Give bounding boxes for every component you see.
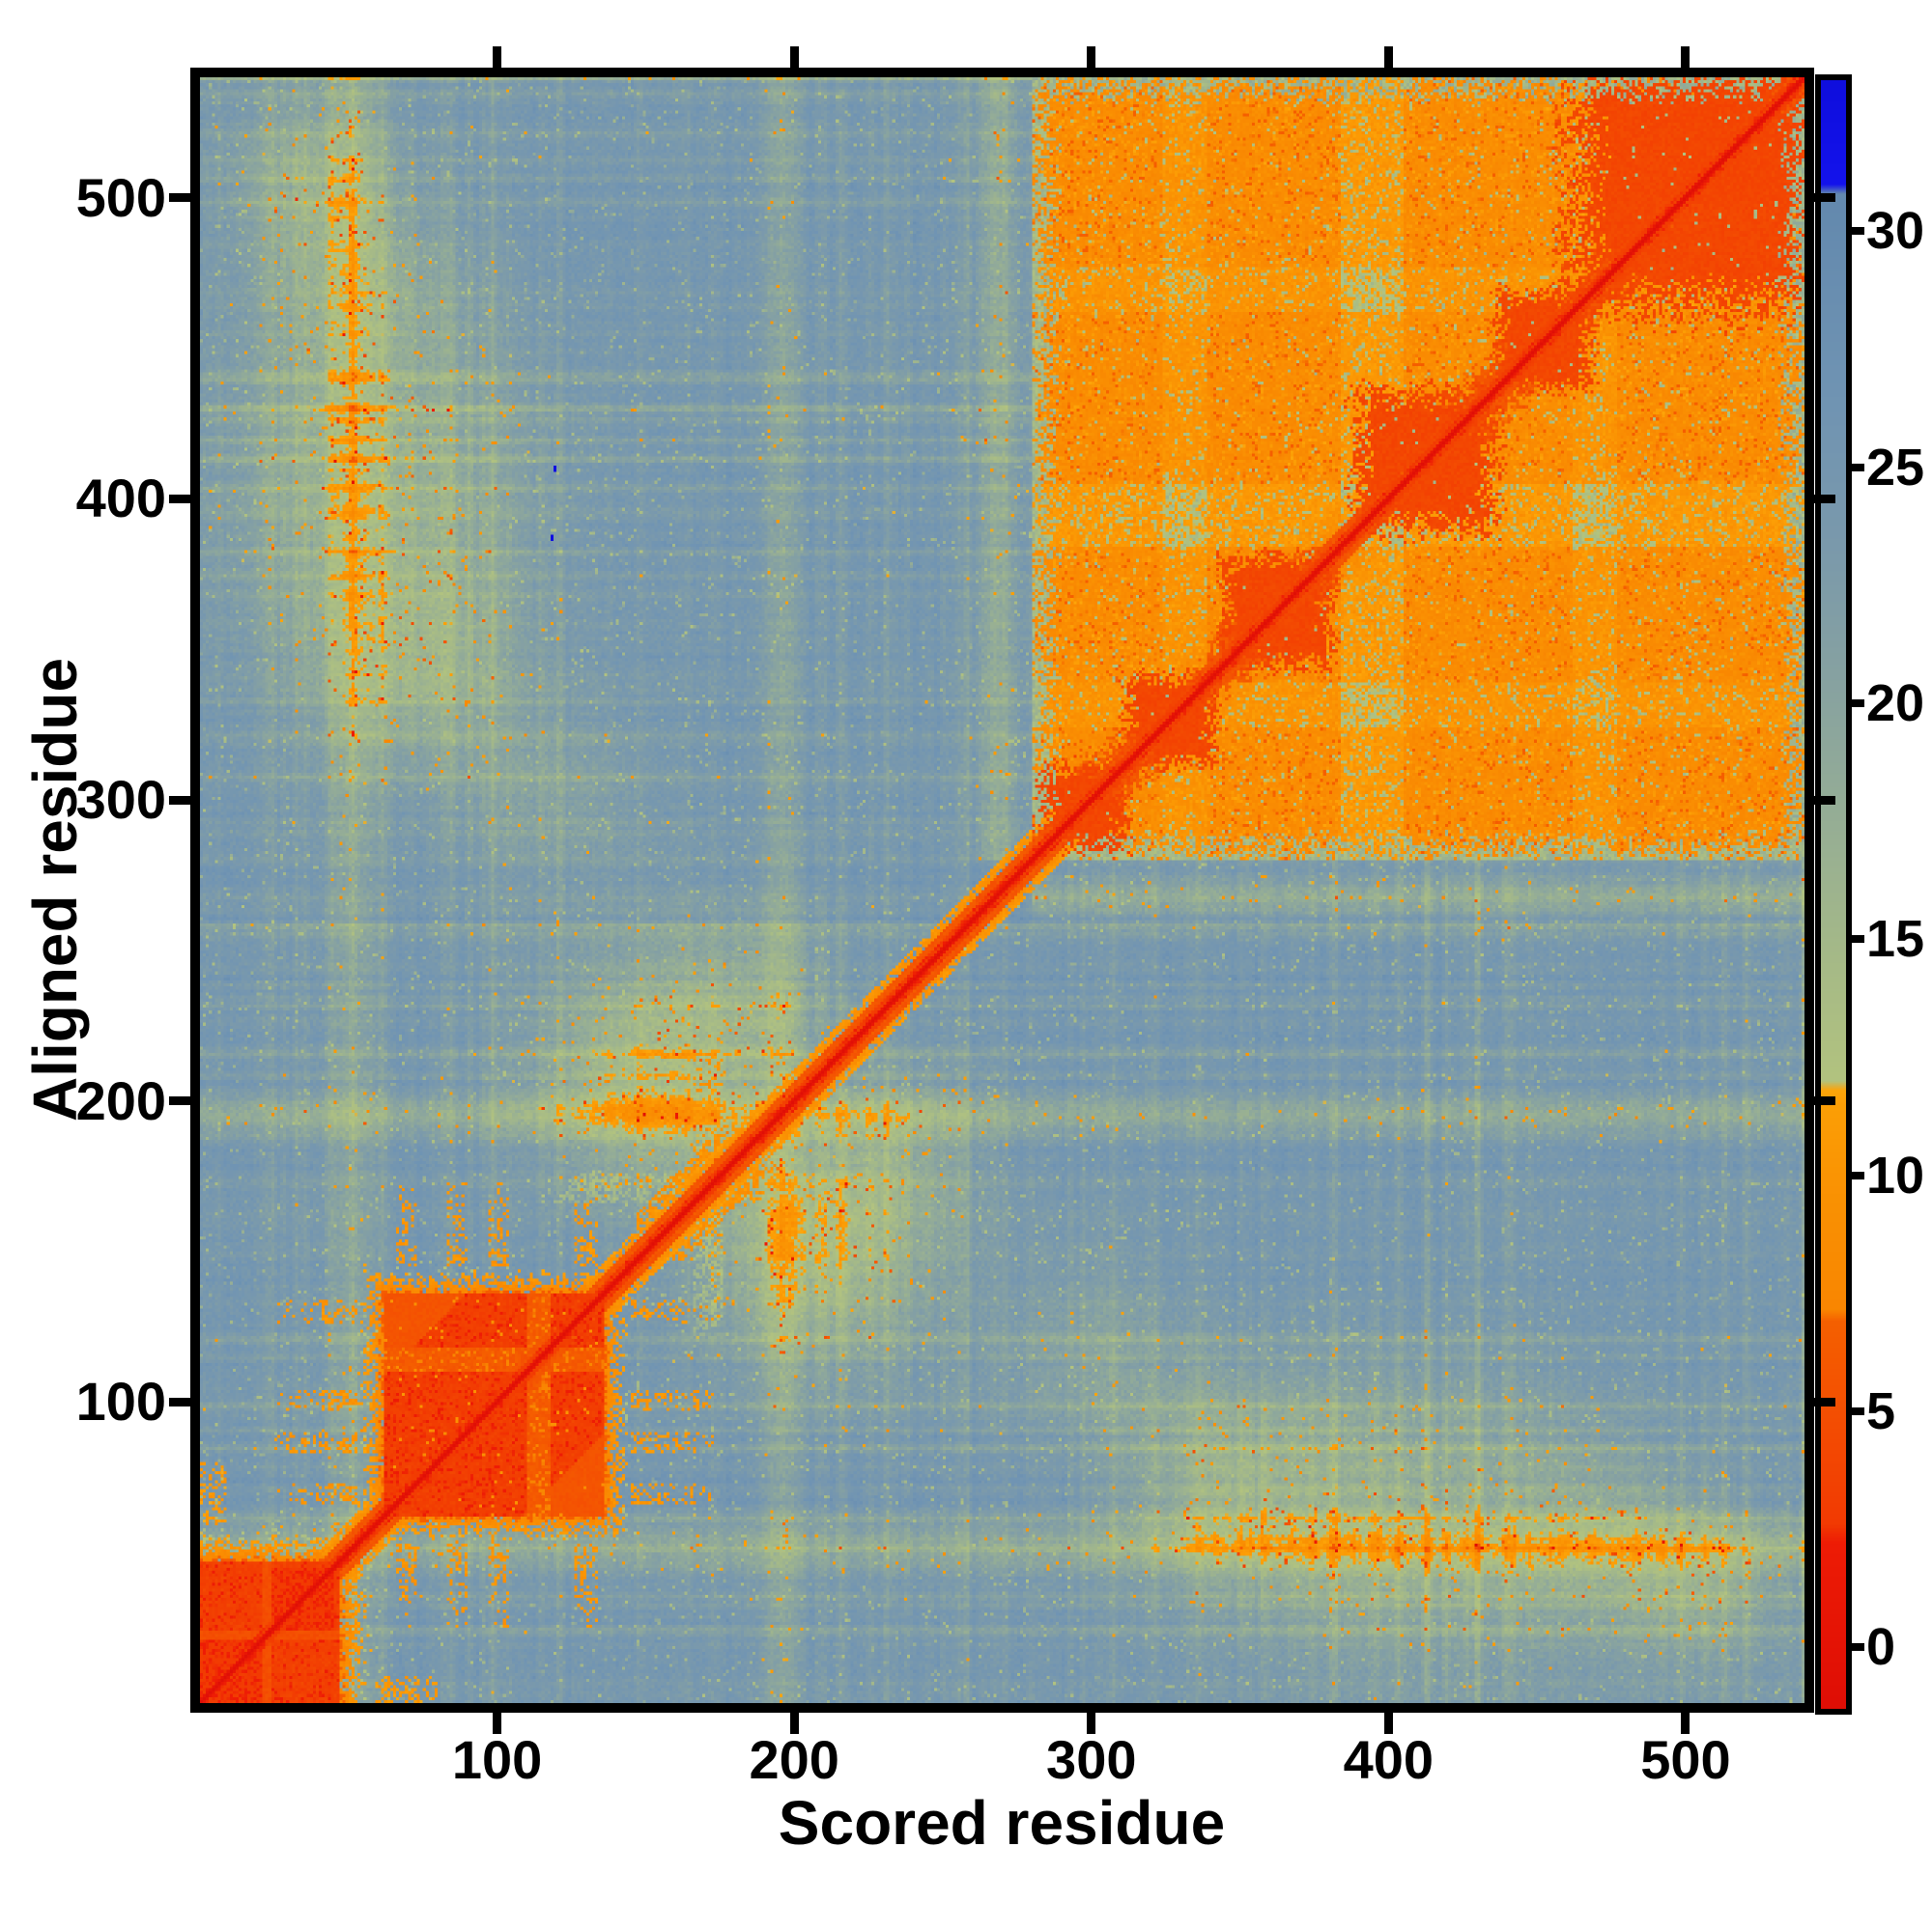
y-axis-tick-label: 200 [75,1069,166,1131]
colorbar-tick-mark [1852,699,1864,708]
colorbar-tick-label: 10 [1866,1146,1925,1205]
y-axis-tick-label: 400 [75,468,166,529]
y-axis-tick-mark [169,1096,190,1106]
x-axis-tick-label: 200 [749,1729,839,1790]
x-axis-title: Scored residue [778,1788,1226,1858]
colorbar-tick-mark [1852,463,1864,471]
x-axis-tick-mark-top [789,46,799,68]
y-axis-tick-mark [169,795,190,805]
colorbar-tick-label: 25 [1866,438,1925,497]
y-axis-tick-label: 500 [75,166,166,228]
y-axis-tick-mark-right [1814,1096,1835,1106]
x-axis-tick-mark-top [1383,46,1393,68]
x-axis-tick-label: 400 [1343,1729,1435,1790]
colorbar-tick-label: 20 [1866,674,1925,733]
colorbar-tick-mark [1852,1171,1864,1179]
x-axis-tick-label: 100 [451,1729,543,1790]
x-axis-tick-mark-top [493,46,502,68]
x-axis-tick-mark [1087,1713,1096,1734]
x-axis-tick-label: 500 [1640,1729,1731,1790]
x-axis-tick-mark-top [1087,46,1096,68]
y-axis-tick-mark-right [1814,795,1835,805]
x-axis-tick-mark [493,1713,502,1734]
y-axis-tick-mark-right [1814,494,1835,503]
y-axis-tick-mark-right [1814,193,1835,203]
x-axis-tick-mark-top [1681,46,1690,68]
colorbar-tick-label: 15 [1866,910,1925,969]
y-axis-tick-label: 100 [75,1371,166,1433]
x-axis-tick-label: 300 [1046,1729,1137,1790]
colorbar-tick-mark [1852,227,1864,236]
y-axis-title: Aligned residue [20,657,90,1122]
y-axis-tick-mark [169,193,190,203]
colorbar-tick-label: 0 [1866,1618,1896,1677]
y-axis-tick-label: 300 [75,769,166,830]
colorbar-tick-mark [1852,935,1864,944]
x-axis-tick-mark [789,1713,799,1734]
y-axis-tick-mark [169,494,190,503]
y-axis-tick-mark [169,1397,190,1406]
x-axis-tick-mark [1681,1713,1690,1734]
colorbar-tick-mark [1852,1407,1864,1416]
x-axis-tick-mark [1383,1713,1393,1734]
colorbar-tick-label: 30 [1866,202,1925,261]
colorbar-tick-label: 5 [1866,1382,1896,1441]
heatmap-canvas [200,77,1804,1703]
colorbar-tick-mark [1852,1643,1864,1652]
y-axis-tick-mark-right [1814,1397,1835,1406]
colorbar-gradient [1821,80,1846,1709]
